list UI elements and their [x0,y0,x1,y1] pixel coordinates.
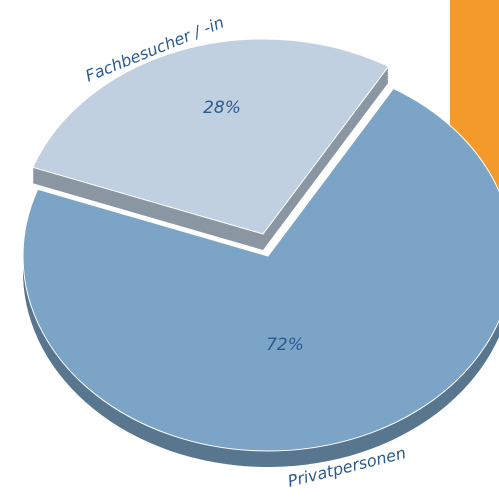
value-label: 72% [266,335,304,355]
slice [22,87,499,452]
value-label: 28% [203,98,241,118]
slice [32,38,390,235]
pie [22,38,499,467]
